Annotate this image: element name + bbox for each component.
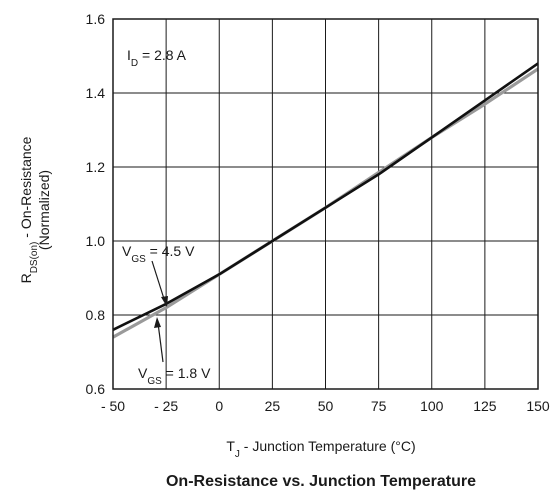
x-tick-label: 0: [215, 398, 223, 414]
y-tick-label: 0.6: [86, 381, 106, 397]
annotation-arrowhead-vgs-45: [161, 296, 168, 307]
annotation-arrow-vgs-18: [157, 322, 164, 363]
y-tick-label: 1.2: [86, 159, 106, 175]
svg-text:RDS(on) - On-Resistance: RDS(on) - On-Resistance: [18, 136, 40, 283]
x-axis-label: TJ - Junction Temperature (°C): [226, 438, 415, 460]
annotation-vgs-45: VGS = 4.5 V: [122, 243, 195, 265]
annotation-arrowhead-vgs-18: [154, 317, 161, 328]
y-axis-label: RDS(on) - On-Resistance (Normalized): [18, 136, 52, 283]
chart-title: On-Resistance vs. Junction Temperature: [166, 473, 476, 490]
x-tick-label: - 50: [101, 398, 125, 414]
y-axis-ticks: 0.6 0.8 1.0 1.2 1.4 1.6: [86, 11, 106, 397]
annotation-vgs-18: VGS = 1.8 V: [138, 365, 211, 387]
grid: [113, 19, 538, 389]
x-tick-label: 50: [318, 398, 334, 414]
x-axis-ticks: - 50 - 25 0 25 50 75 100 125 150: [101, 398, 550, 414]
annotation-arrow-vgs-45: [151, 260, 166, 303]
x-tick-label: 150: [526, 398, 550, 414]
x-tick-label: 125: [473, 398, 497, 414]
series-layer: [112, 62, 539, 339]
x-tick-label: 75: [371, 398, 387, 414]
annotation-id: ID = 2.8 A: [127, 47, 187, 69]
y-tick-label: 0.8: [86, 307, 106, 323]
x-tick-label: 100: [420, 398, 444, 414]
y-tick-label: 1.4: [86, 85, 106, 101]
y-tick-label: 1.6: [86, 11, 106, 27]
plot-frame: [112, 18, 539, 390]
svg-text:(Normalized): (Normalized): [36, 170, 52, 250]
series-line-0: [112, 62, 539, 331]
y-tick-label: 1.0: [86, 233, 106, 249]
x-tick-label: - 25: [154, 398, 178, 414]
x-tick-label: 25: [265, 398, 281, 414]
